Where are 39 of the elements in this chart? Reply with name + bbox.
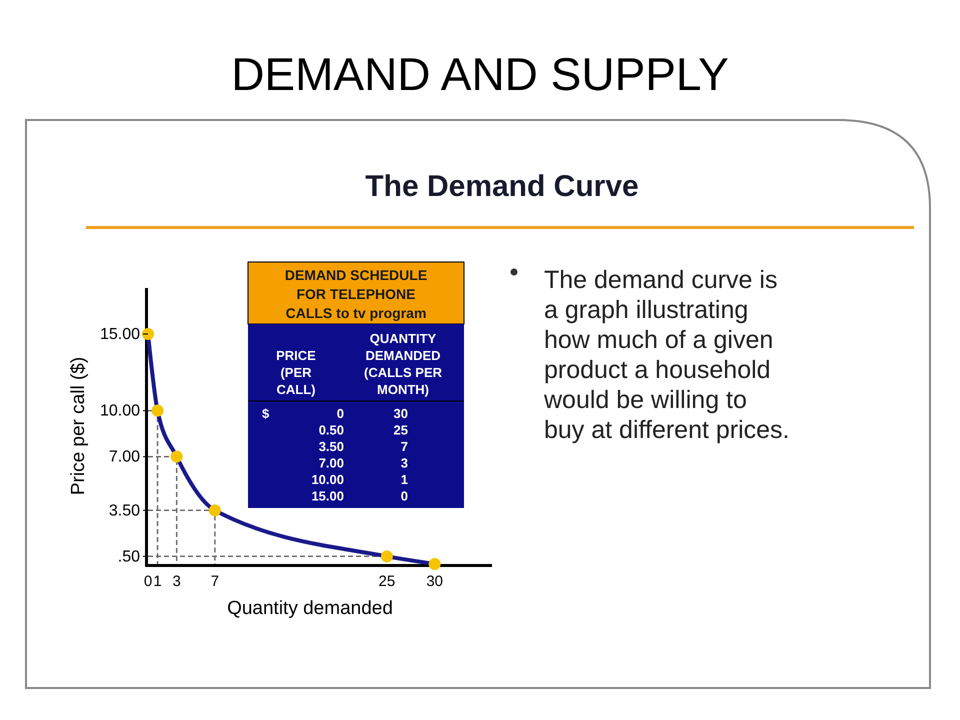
- text: would be willing to: [543, 386, 747, 414]
- text: DEMAND SCHEDULE: [284, 267, 428, 283]
- annotation: 0.50: [318, 422, 344, 438]
- x-tick-label: 30: [426, 573, 444, 590]
- annotation: 25: [394, 422, 408, 438]
- y-tick-label: 10.00: [100, 402, 140, 420]
- y-axis-title: Price per call ($): [68, 356, 89, 496]
- annotation: 7: [400, 439, 408, 454]
- annotation: FOR TELEPHONE: [296, 286, 416, 302]
- text: a graph illustrating: [544, 296, 748, 324]
- text: 0: [400, 488, 408, 504]
- x-tick-label: 7: [210, 573, 220, 590]
- y-tick-label: .50: [118, 548, 140, 566]
- text: buy at different prices.: [544, 416, 790, 444]
- x-tick-label: 25: [378, 573, 396, 590]
- x-tick-label: 0: [144, 573, 152, 590]
- y-tick-label: 3.50: [108, 502, 140, 520]
- x-axis-title: Quantity demanded: [227, 598, 393, 619]
- text: product a household: [544, 356, 771, 384]
- annotation: PRICE (PER CALL): [276, 348, 316, 397]
- annotation: QUANTITY DEMANDED (CALLS PER MONTH): [364, 331, 443, 397]
- annotation: 7.00: [318, 456, 344, 470]
- annotation: 10.00: [311, 472, 344, 487]
- annotation: 30: [394, 406, 408, 421]
- x-tick-label: 1: [153, 573, 162, 590]
- annotation: 3.50: [318, 439, 344, 454]
- x-tick-label: 3: [172, 573, 181, 590]
- annotation: 0: [336, 406, 344, 421]
- text: how much of a given: [544, 326, 774, 354]
- annotation: 15.00: [311, 488, 344, 504]
- annotation: CALLS to tv program: [286, 305, 426, 321]
- y-tick-label: 15.00: [100, 326, 140, 343]
- y-tick-label: 7.00: [108, 448, 140, 466]
- annotation: 1: [400, 472, 408, 487]
- text: The demand curve is: [544, 266, 778, 294]
- text: $: [262, 406, 270, 421]
- annotation: 3: [400, 456, 408, 470]
- chart-subtitle: The Demand Curve: [365, 170, 639, 203]
- chart-title: DEMAND AND SUPPLY: [231, 48, 729, 100]
